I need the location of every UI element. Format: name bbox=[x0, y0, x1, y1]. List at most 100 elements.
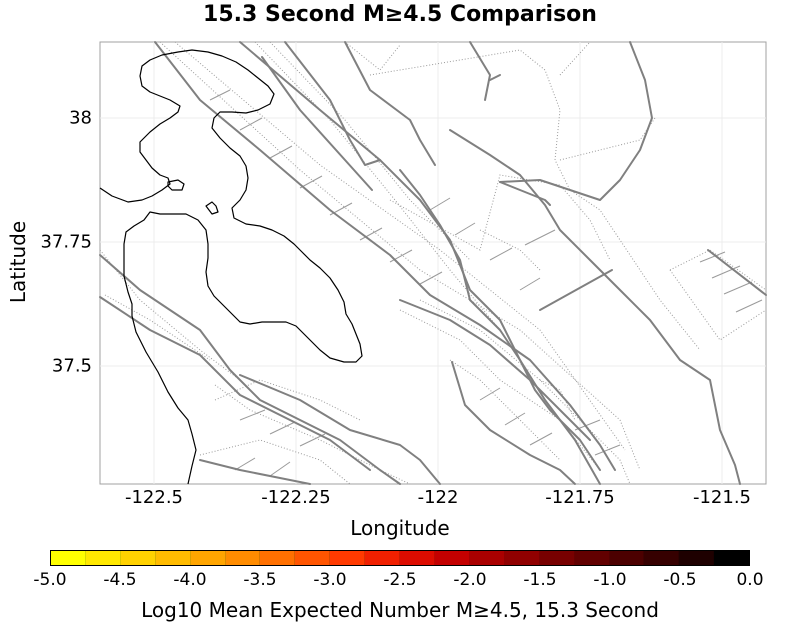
fault-rupture-tick bbox=[711, 265, 741, 279]
fault-surface-outline bbox=[369, 49, 701, 351]
x-tick-label: -121.5 bbox=[692, 487, 752, 508]
colorbar-segment bbox=[155, 551, 191, 565]
colorbar-segment bbox=[190, 551, 226, 565]
colorbar-tick-label: 0.0 bbox=[736, 570, 764, 590]
fault-trace bbox=[239, 41, 601, 485]
x-tick-label: -122.5 bbox=[124, 487, 184, 508]
colorbar-tick-label: -0.5 bbox=[663, 570, 697, 590]
fault-rupture-tick bbox=[489, 247, 513, 261]
fault-trace bbox=[199, 459, 311, 485]
colorbar-segment bbox=[400, 551, 435, 565]
colorbar-segment bbox=[539, 551, 575, 565]
island-outline bbox=[167, 179, 185, 191]
fault-trace bbox=[399, 299, 591, 441]
colorbar-tick-label: -3.5 bbox=[243, 570, 277, 590]
fault-surface-outline bbox=[174, 41, 626, 451]
colorbar-segment bbox=[644, 551, 680, 565]
x-tick-label: -122.25 bbox=[261, 487, 331, 508]
fault-surface-outline bbox=[214, 379, 361, 421]
colorbar-tick-label: -2.0 bbox=[453, 570, 487, 590]
colorbar-segment bbox=[120, 551, 156, 565]
fault-surface-outline bbox=[254, 41, 501, 331]
colorbar-segment bbox=[609, 551, 645, 565]
fault-surface-outline bbox=[399, 309, 601, 471]
y-tick-label: 37.5 bbox=[51, 355, 92, 377]
colorbar-tick-label: -1.0 bbox=[593, 570, 627, 590]
colorbar-segment bbox=[434, 551, 470, 565]
fault-trace bbox=[239, 374, 441, 485]
colorbar-segment bbox=[260, 551, 296, 565]
fault-surface-outline bbox=[344, 41, 401, 71]
colorbar-segment bbox=[574, 551, 610, 565]
island-outline bbox=[205, 201, 219, 215]
fault-trace bbox=[344, 41, 436, 166]
colorbar-tick-label: -1.5 bbox=[523, 570, 557, 590]
fault-rupture-tick bbox=[239, 117, 263, 131]
colorbar-tick-label: -2.5 bbox=[383, 570, 417, 590]
fault-trace bbox=[261, 56, 373, 191]
x-tick-label: -122 bbox=[417, 487, 459, 508]
coastline bbox=[99, 49, 363, 485]
y-axis-label: Latitude bbox=[6, 220, 30, 304]
colorbar-segment bbox=[679, 551, 715, 565]
fault-rupture-tick bbox=[529, 432, 553, 446]
fault-trace bbox=[499, 41, 653, 201]
fault-surface-outline bbox=[479, 229, 541, 271]
fault-rupture-tick bbox=[269, 421, 296, 435]
fault-surface-outline bbox=[159, 41, 641, 471]
fault-rupture-tick bbox=[359, 227, 383, 241]
fault-rupture-tick bbox=[504, 412, 526, 426]
fault-rupture-tick bbox=[594, 444, 621, 456]
colorbar-segment bbox=[51, 551, 86, 565]
fault-rupture-tick bbox=[519, 277, 541, 291]
colorbar-segment bbox=[365, 551, 401, 565]
colorbar-segment bbox=[469, 551, 505, 565]
colorbar-segment bbox=[85, 551, 121, 565]
plot-frame bbox=[99, 41, 767, 485]
fault-rupture-tick bbox=[479, 387, 501, 401]
fault-trace bbox=[451, 361, 576, 485]
y-tick-label: 37.75 bbox=[40, 231, 92, 253]
colorbar-tick-label: -4.0 bbox=[173, 570, 207, 590]
fault-rupture-tick bbox=[524, 229, 556, 246]
fault-surface-outline bbox=[669, 249, 767, 291]
fault-trace bbox=[99, 254, 401, 485]
fault-trace bbox=[284, 41, 381, 166]
colorbar bbox=[50, 550, 750, 566]
fault-rupture-tick bbox=[429, 197, 451, 211]
fault-rupture-tick bbox=[454, 222, 476, 236]
fault-rupture-tick bbox=[699, 251, 726, 263]
fault-trace bbox=[489, 74, 501, 81]
colorbar-segment bbox=[504, 551, 540, 565]
fault-rupture-tick bbox=[419, 271, 443, 285]
colorbar-tick-label: -5.0 bbox=[33, 570, 67, 590]
x-tick-label: -121.75 bbox=[545, 487, 615, 508]
fault-rupture-tick bbox=[209, 89, 231, 101]
fault-surface-outline bbox=[199, 439, 351, 485]
fault-rupture-tick bbox=[299, 175, 323, 189]
map-grid bbox=[100, 42, 766, 484]
fault-rupture-tick bbox=[269, 461, 291, 477]
fault-surface-outline bbox=[104, 294, 211, 361]
fault-rupture-tick bbox=[234, 457, 256, 471]
colorbar-segment bbox=[225, 551, 261, 565]
colorbar-segment bbox=[714, 551, 750, 565]
fault-trace bbox=[707, 249, 767, 296]
fault-trace bbox=[154, 41, 616, 471]
colorbar-label: Log10 Mean Expected Number M≥4.5, 15.3 S… bbox=[141, 598, 659, 622]
fault-trace bbox=[469, 41, 491, 101]
fault-trace bbox=[399, 169, 601, 471]
chart-title: 15.3 Second M≥4.5 Comparison bbox=[203, 2, 597, 27]
colorbar-segment bbox=[330, 551, 366, 565]
fault-trace bbox=[499, 181, 551, 206]
fault-trace bbox=[449, 129, 741, 485]
x-axis-label: Longitude bbox=[350, 516, 450, 540]
colorbar-tick-label: -4.5 bbox=[103, 570, 137, 590]
y-tick-label: 38 bbox=[69, 107, 92, 129]
fault-rupture-tick bbox=[723, 281, 753, 295]
colorbar-segment bbox=[295, 551, 331, 565]
fault-surface-outline bbox=[559, 117, 656, 161]
fault-trace bbox=[99, 296, 371, 471]
fault-rupture-tick bbox=[735, 299, 763, 313]
